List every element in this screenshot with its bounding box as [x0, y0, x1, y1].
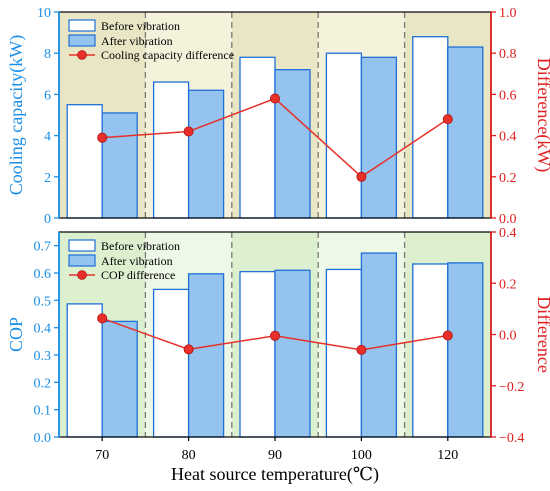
bar-before-vibration-100 [325, 52, 363, 219]
right-tick-label: 0.2 [499, 171, 517, 186]
bar-after-vibration-70 [101, 320, 138, 438]
legend-marker-difference [77, 270, 87, 280]
bar-after-vibration-80 [187, 89, 225, 219]
left-tick-label: 0 [44, 212, 51, 227]
bar-after-vibration-100 [360, 56, 398, 219]
left-tick-label: 0.2 [34, 376, 52, 391]
right-tick-label: 0.4 [499, 226, 517, 241]
right-axis-title: Difference [534, 296, 550, 373]
left-tick-label: 8 [44, 47, 51, 62]
legend-label-difference: Cooling capacity difference [101, 48, 234, 62]
left-tick-label: 6 [44, 88, 51, 103]
x-axis-title: Heat source temperature(℃) [171, 464, 379, 485]
bar-after-vibration-120 [447, 262, 484, 438]
right-tick-label: −0.2 [499, 380, 524, 395]
difference-point-120 [442, 330, 453, 341]
bar-before-vibration-90 [239, 270, 276, 438]
difference-point-80 [183, 344, 194, 355]
difference-point-100 [356, 171, 367, 182]
left-axis-title: COP [6, 317, 26, 352]
bar-after-vibration-90 [274, 69, 311, 219]
legend-swatch-before [68, 19, 96, 32]
right-tick-label: 1.0 [499, 6, 517, 21]
right-tick-label: 0.6 [499, 88, 517, 103]
bar-before-vibration-80 [152, 288, 190, 438]
right-tick-label: −0.4 [499, 431, 524, 446]
left-tick-label: 10 [37, 6, 51, 21]
left-tick-label: 0.4 [34, 322, 52, 337]
left-axis-title: Cooling capacity(kW) [6, 35, 27, 195]
bar-before-vibration-100 [325, 268, 363, 438]
left-tick-label: 0.3 [34, 349, 52, 364]
bar-after-vibration-80 [187, 273, 225, 438]
bar-after-vibration-70 [101, 112, 138, 219]
difference-point-120 [442, 114, 453, 125]
right-tick-label: 0.0 [499, 329, 517, 344]
difference-point-100 [356, 344, 367, 355]
legend-label-before: Before vibration [101, 239, 180, 253]
left-tick-label: 4 [44, 130, 51, 145]
bar-before-vibration-70 [66, 303, 103, 438]
left-tick-label: 0.6 [34, 267, 52, 282]
bar-before-vibration-120 [412, 36, 449, 219]
left-tick-label: 2 [44, 171, 51, 186]
left-tick-label: 0.1 [34, 404, 52, 419]
difference-point-90 [269, 330, 280, 341]
right-tick-label: 0.4 [499, 130, 517, 145]
right-tick-label: 0.8 [499, 47, 517, 62]
left-tick-label: 0.7 [34, 240, 52, 255]
left-tick-label: 0.5 [34, 294, 52, 309]
bar-after-vibration-120 [447, 46, 484, 219]
right-axis-title: Difference(kW) [533, 58, 550, 173]
difference-point-80 [183, 126, 194, 137]
x-tick-label: 90 [268, 448, 282, 463]
left-tick-label: 0.0 [34, 431, 52, 446]
bar-before-vibration-120 [412, 263, 449, 438]
legend-label-difference: COP difference [101, 268, 175, 282]
x-tick-label: 120 [437, 448, 458, 463]
legend-marker-difference [77, 50, 87, 60]
bar-before-vibration-80 [152, 81, 190, 219]
legend-label-after: After vibration [101, 254, 173, 268]
right-tick-label: 0.0 [499, 212, 517, 227]
x-tick-label: 80 [182, 448, 196, 463]
difference-point-70 [97, 313, 108, 324]
right-tick-label: 0.2 [499, 277, 517, 292]
bar-before-vibration-70 [66, 104, 103, 219]
legend-swatch-after [68, 254, 96, 267]
x-tick-label: 70 [95, 448, 109, 463]
bar-before-vibration-90 [239, 56, 276, 219]
bar-after-vibration-90 [274, 269, 311, 438]
legend-swatch-after [68, 34, 96, 47]
difference-point-90 [269, 93, 280, 104]
x-tick-label: 100 [351, 448, 372, 463]
difference-point-70 [97, 132, 108, 143]
legend-label-before: Before vibration [101, 19, 180, 33]
legend-swatch-before [68, 239, 96, 252]
legend-label-after: After vibration [101, 34, 173, 48]
